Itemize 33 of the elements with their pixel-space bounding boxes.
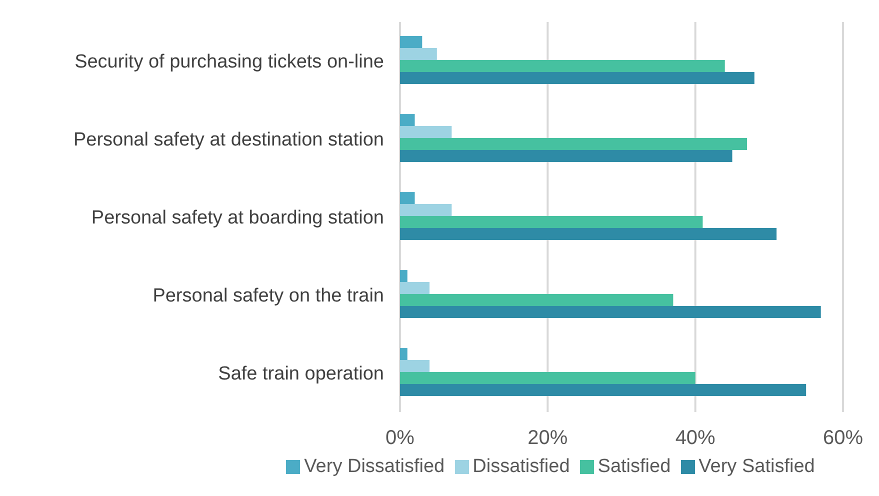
- y-tick-label: Security of purchasing tickets on-line: [74, 52, 384, 73]
- bar: [400, 204, 452, 216]
- bar: [400, 282, 430, 294]
- bar: [400, 384, 806, 396]
- bar: [400, 360, 430, 372]
- bar: [400, 228, 777, 240]
- bar: [400, 270, 408, 282]
- bar: [400, 348, 408, 360]
- bar: [400, 72, 754, 84]
- x-tick-label: 40%: [675, 427, 716, 450]
- legend-label: Very Dissatisfied: [304, 456, 445, 477]
- bar: [400, 60, 725, 72]
- y-tick-label: Personal safety at destination station: [73, 130, 384, 151]
- bar: [400, 48, 437, 60]
- legend-label: Dissatisfied: [472, 456, 570, 477]
- x-tick-label: 20%: [528, 427, 568, 450]
- legend-label: Satisfied: [598, 456, 671, 477]
- bar: [400, 294, 674, 306]
- bar: [400, 114, 415, 126]
- bar: [400, 150, 732, 162]
- y-tick-label: Personal safety on the train: [152, 286, 384, 307]
- bar: [400, 192, 415, 204]
- bar: [400, 36, 422, 48]
- legend-label: Very Satisfied: [698, 456, 815, 477]
- bar: [400, 138, 748, 150]
- bar: [400, 306, 821, 318]
- y-tick-label: Safe train operation: [218, 364, 384, 385]
- bar: [400, 372, 696, 384]
- bar: [400, 216, 703, 228]
- x-tick-label: 60%: [822, 427, 864, 450]
- x-tick-label: 0%: [386, 427, 415, 450]
- bar: [400, 126, 452, 138]
- y-tick-label: Personal safety at boarding station: [91, 208, 384, 229]
